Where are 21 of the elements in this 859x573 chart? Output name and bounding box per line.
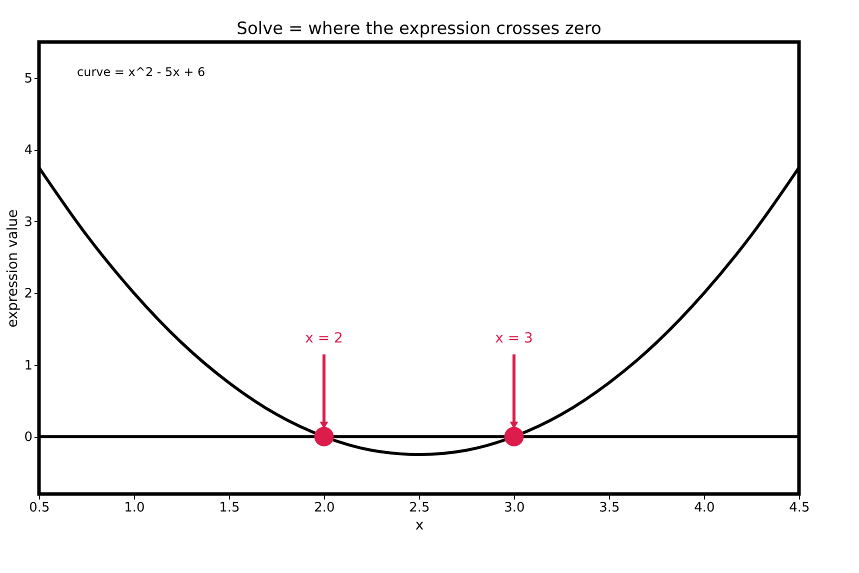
annotation: curve = x^2 - 5x + 6 bbox=[77, 65, 206, 79]
x-tick-label: 4.0 bbox=[694, 500, 715, 516]
x-tick-label: 4.5 bbox=[789, 500, 810, 516]
y-tick-label: 4 bbox=[24, 143, 32, 158]
x-tick-label: 2.0 bbox=[314, 500, 335, 516]
x-tick-label: 3.0 bbox=[504, 500, 525, 516]
x-tick-label: 2.5 bbox=[409, 500, 430, 516]
y-axis-title: expression value bbox=[5, 209, 22, 328]
x-tick-label: 3.5 bbox=[599, 500, 620, 516]
x-tick-label: 1.0 bbox=[124, 500, 145, 516]
y-tick-label: 5 bbox=[24, 71, 32, 86]
annotation: x = 3 bbox=[495, 330, 533, 346]
annotation: x = 2 bbox=[305, 330, 343, 346]
y-tick-label: 1 bbox=[24, 358, 32, 374]
x-tick-label: 1.5 bbox=[219, 500, 240, 516]
y-tick-label: 2 bbox=[24, 286, 32, 302]
y-tick-label: 3 bbox=[24, 214, 32, 230]
x-axis-title: x bbox=[415, 518, 424, 534]
chart-title: Solve = where the expression crosses zero bbox=[236, 19, 602, 39]
y-tick-label: 0 bbox=[24, 430, 32, 446]
x-tick-label: 0.5 bbox=[29, 500, 50, 516]
